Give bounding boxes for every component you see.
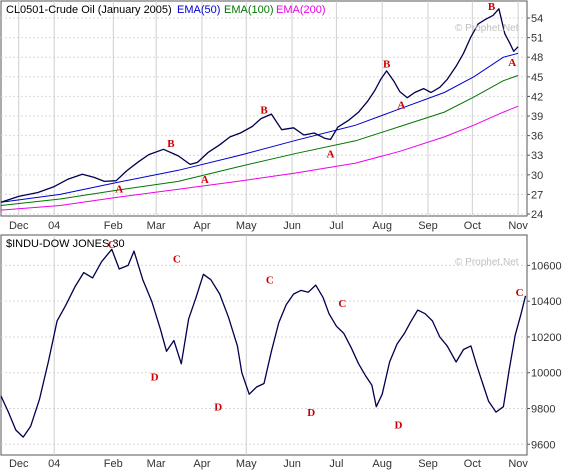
marker-a: A bbox=[508, 57, 516, 69]
y-tick-label: 30 bbox=[531, 170, 543, 182]
x-tick-label: Oct bbox=[464, 458, 481, 470]
marker-a: A bbox=[201, 174, 209, 186]
y-tick-label: 48 bbox=[531, 52, 543, 64]
crude-oil-plot-frame bbox=[0, 0, 528, 217]
x-tick-label: Aug bbox=[372, 458, 392, 470]
marker-b: B bbox=[260, 104, 268, 116]
x-tick-label: Feb bbox=[104, 220, 123, 232]
x-tick-label: Nov bbox=[508, 220, 528, 232]
x-tick-label: 04 bbox=[48, 458, 60, 470]
marker-d: D bbox=[151, 371, 159, 383]
ema50-line bbox=[0, 52, 519, 203]
dow-jones-plot-frame bbox=[0, 234, 528, 456]
crude-oil-x-axis: Dec 04 Feb Mar Apr May Jun Jul Aug Sep Oct Nov bbox=[9, 220, 528, 232]
dow-jones-series bbox=[0, 248, 527, 438]
legend-dow-jones: $INDU-DOW JONES 30 bbox=[6, 238, 125, 250]
marker-c: C bbox=[266, 275, 274, 287]
marker-a: A bbox=[397, 99, 405, 111]
y-tick-label: 10200 bbox=[531, 332, 562, 344]
y-tick-label: 42 bbox=[531, 91, 543, 103]
dow-jones-x-axis: Dec 04 Feb Mar Apr May Jun Jul Aug Sep Oct Nov bbox=[9, 458, 528, 470]
y-tick-label: 45 bbox=[531, 72, 543, 84]
x-tick-label: Jul bbox=[329, 458, 343, 470]
y-tick-label: 9600 bbox=[531, 439, 555, 451]
crude-oil-price-line bbox=[0, 8, 519, 203]
crude-oil-annotations: A B A B A B A B A bbox=[115, 1, 516, 195]
marker-c: C bbox=[516, 287, 524, 299]
x-tick-label: Dec bbox=[9, 458, 29, 470]
dow-jones-annotations: C D C D C D C D C bbox=[108, 239, 524, 432]
watermark-bottom: © Prophet.Net bbox=[455, 257, 519, 268]
y-tick-label: 36 bbox=[531, 131, 543, 143]
crude-oil-panel: A B A B A B A B A 24 27 30 33 36 39 42 45 48 51 54 Dec 04 Fe… bbox=[0, 0, 543, 232]
watermark-top: © Prophet.Net bbox=[455, 23, 519, 34]
x-tick-label: Jul bbox=[329, 220, 343, 232]
y-tick-label: 51 bbox=[531, 33, 543, 45]
y-tick-label: 33 bbox=[531, 150, 543, 162]
legend-crude-oil: CL0501-Crude Oil (January 2005) bbox=[6, 4, 172, 16]
y-tick-label: 10600 bbox=[531, 260, 562, 272]
crude-oil-y-axis: 24 27 30 33 36 39 42 45 48 51 54 bbox=[527, 13, 543, 221]
dow-jones-y-axis: 9600 9800 10000 10200 10400 10600 bbox=[527, 260, 562, 451]
crude-oil-series bbox=[0, 8, 519, 211]
x-tick-label: Sep bbox=[418, 220, 438, 232]
legend-ema50: EMA(50) bbox=[177, 4, 220, 16]
y-tick-label: 27 bbox=[531, 189, 543, 201]
x-tick-label: Jun bbox=[283, 458, 301, 470]
x-tick-label: Apr bbox=[193, 220, 210, 232]
dow-jones-gridlines bbox=[1, 235, 527, 455]
x-tick-label: Aug bbox=[372, 220, 392, 232]
legend-ema200: EMA(200) bbox=[276, 4, 326, 16]
marker-a: A bbox=[115, 184, 123, 196]
x-tick-label: Mar bbox=[147, 458, 166, 470]
dow-jones-panel: C D C D C D C D C 9600 9800 10000 10200 10400 10600 D… bbox=[0, 234, 562, 470]
x-tick-label: Dec bbox=[9, 220, 29, 232]
ema100-line bbox=[0, 75, 519, 206]
marker-d: D bbox=[307, 407, 315, 419]
x-tick-label: Oct bbox=[464, 220, 481, 232]
ema200-line bbox=[0, 105, 519, 211]
x-tick-label: Feb bbox=[104, 458, 123, 470]
x-tick-label: Sep bbox=[418, 458, 438, 470]
marker-b: B bbox=[167, 138, 175, 150]
x-tick-label: Apr bbox=[193, 458, 210, 470]
x-tick-label: May bbox=[236, 220, 257, 232]
y-tick-label: 10000 bbox=[531, 368, 562, 380]
x-tick-label: May bbox=[236, 458, 257, 470]
marker-c: C bbox=[338, 298, 346, 310]
marker-b: B bbox=[383, 59, 391, 71]
marker-d: D bbox=[394, 420, 402, 432]
marker-b: B bbox=[488, 1, 496, 13]
x-tick-label: Nov bbox=[508, 458, 528, 470]
y-tick-label: 24 bbox=[531, 209, 543, 221]
dow-jones-price-line bbox=[0, 248, 527, 438]
y-tick-label: 39 bbox=[531, 111, 543, 123]
marker-c: C bbox=[173, 253, 181, 265]
marker-c: C bbox=[108, 239, 116, 251]
y-tick-label: 10400 bbox=[531, 296, 562, 308]
x-tick-label: Mar bbox=[147, 220, 166, 232]
y-tick-label: 54 bbox=[531, 13, 543, 25]
x-tick-label: Jun bbox=[283, 220, 301, 232]
marker-a: A bbox=[327, 148, 335, 160]
y-tick-label: 9800 bbox=[531, 403, 555, 415]
legend-ema100: EMA(100) bbox=[224, 4, 274, 16]
marker-d: D bbox=[214, 402, 222, 414]
x-tick-label: 04 bbox=[48, 220, 60, 232]
